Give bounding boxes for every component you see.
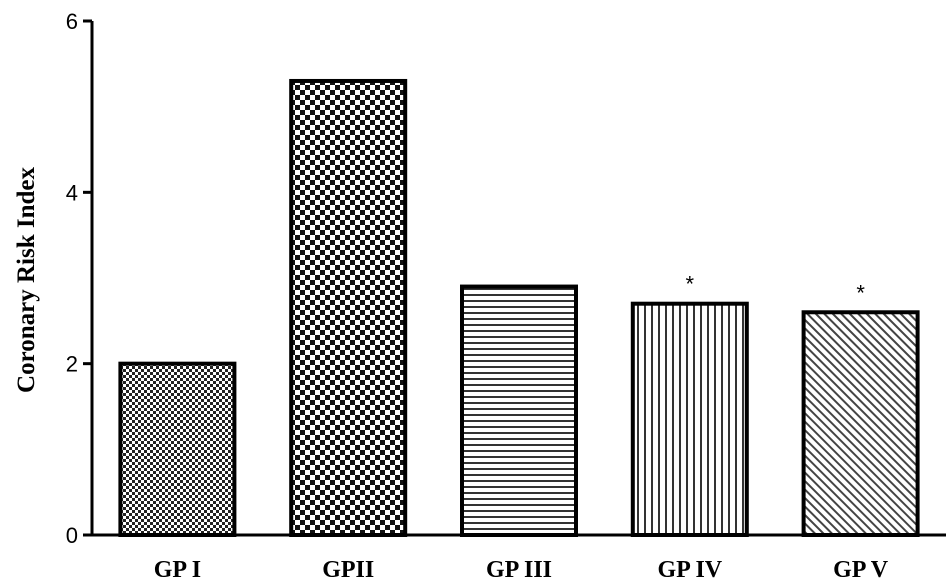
significance-marker: *: [686, 272, 695, 297]
labels: GP I GPII GP III GP IV * GP V *: [154, 272, 889, 583]
x-tick-label: GP III: [486, 557, 552, 583]
x-tick-label: GPII: [322, 557, 374, 583]
x-tick-label: GP V: [833, 557, 889, 583]
y-tick-label: 4: [66, 180, 78, 205]
bar: [289, 78, 408, 537]
bar: [118, 361, 237, 537]
x-tick-label: GP I: [154, 557, 201, 583]
significance-marker: *: [856, 280, 865, 305]
x-tick-label: GP IV: [657, 557, 722, 583]
bar: [460, 284, 578, 538]
y-tick-label: 0: [66, 523, 78, 548]
bar: [630, 301, 749, 538]
bar: [801, 310, 920, 537]
y-tick-label: 2: [66, 352, 78, 377]
bars: [118, 78, 920, 538]
y-axis-label: Coronary Risk Index: [13, 167, 40, 393]
y-tick-label: 6: [66, 9, 78, 34]
